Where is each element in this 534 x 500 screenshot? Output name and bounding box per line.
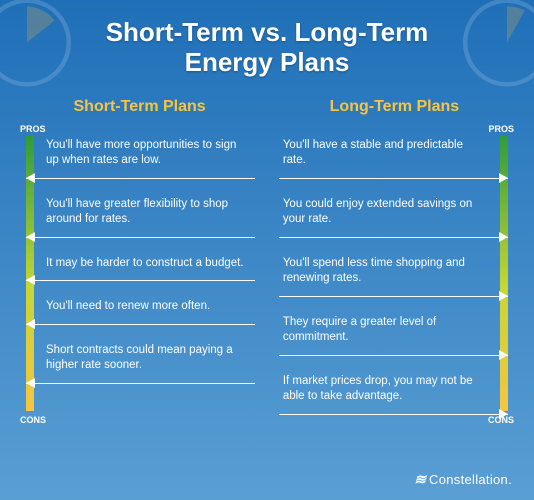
long-term-column: Long-Term Plans PROS CONS You'll have a …	[277, 98, 512, 423]
divider-line	[26, 237, 255, 238]
item-text: You'll need to renew more often.	[46, 300, 210, 312]
long-term-title: Long-Term Plans	[277, 98, 512, 116]
list-item: It may be harder to construct a budget.	[46, 256, 251, 282]
list-item: Short contracts could mean paying a high…	[46, 343, 251, 384]
item-text: You could enjoy extended savings on your…	[283, 198, 472, 226]
arrow-icon	[26, 319, 35, 329]
infographic-container: Short-Term vs. Long-Term Energy Plans Sh…	[0, 0, 534, 500]
item-text: You'll have a stable and predictable rat…	[283, 139, 463, 167]
divider-line	[26, 280, 255, 281]
short-term-column: Short-Term Plans PROS CONS You'll have m…	[22, 98, 257, 423]
divider-line	[279, 178, 508, 179]
divider-line	[26, 178, 255, 179]
divider-line	[279, 296, 508, 297]
list-item: You could enjoy extended savings on your…	[283, 197, 488, 238]
item-text: They require a greater level of commitme…	[283, 316, 436, 344]
columns-wrapper: Short-Term Plans PROS CONS You'll have m…	[22, 98, 512, 423]
cons-label-left: CONS	[20, 415, 46, 425]
divider-line	[26, 383, 255, 384]
item-text: You'll have greater flexibility to shop …	[46, 198, 228, 226]
arrow-icon	[26, 232, 35, 242]
arrow-icon	[499, 173, 508, 183]
stopwatch-icon-right	[452, 0, 534, 92]
brand-icon: ≋	[414, 471, 423, 488]
pros-label-left: PROS	[20, 124, 46, 134]
short-term-title: Short-Term Plans	[22, 98, 257, 116]
divider-line	[279, 414, 508, 415]
divider-line	[26, 324, 255, 325]
arrow-icon	[26, 378, 35, 388]
pros-label-right: PROS	[488, 124, 514, 134]
arrow-icon	[499, 409, 508, 419]
item-text: Short contracts could mean paying a high…	[46, 344, 233, 372]
list-item: If market prices drop, you may not be ab…	[283, 374, 488, 415]
short-term-items: You'll have more opportunities to sign u…	[22, 124, 257, 392]
title-line-2: Energy Plans	[185, 47, 350, 77]
list-item: You'll have greater flexibility to shop …	[46, 197, 251, 238]
long-term-items: You'll have a stable and predictable rat…	[277, 124, 512, 423]
stopwatch-icon-left	[0, 0, 82, 92]
arrow-icon	[26, 173, 35, 183]
divider-line	[279, 237, 508, 238]
arrow-icon	[26, 275, 35, 285]
item-text: You'll have more opportunities to sign u…	[46, 139, 236, 167]
list-item: You'll have a stable and predictable rat…	[283, 138, 488, 179]
arrow-icon	[499, 291, 508, 301]
list-item: You'll spend less time shopping and rene…	[283, 256, 488, 297]
brand-name: Constellation.	[429, 472, 512, 487]
item-text: It may be harder to construct a budget.	[46, 257, 244, 269]
divider-line	[279, 355, 508, 356]
item-text: You'll spend less time shopping and rene…	[283, 257, 465, 285]
main-title: Short-Term vs. Long-Term Energy Plans	[22, 18, 512, 78]
arrow-icon	[499, 350, 508, 360]
list-item: You'll have more opportunities to sign u…	[46, 138, 251, 179]
title-line-1: Short-Term vs. Long-Term	[106, 17, 429, 47]
brand-footer: ≋ Constellation.	[414, 471, 512, 488]
list-item: They require a greater level of commitme…	[283, 315, 488, 356]
item-text: If market prices drop, you may not be ab…	[283, 375, 473, 403]
arrow-icon	[499, 232, 508, 242]
list-item: You'll need to renew more often.	[46, 299, 251, 325]
